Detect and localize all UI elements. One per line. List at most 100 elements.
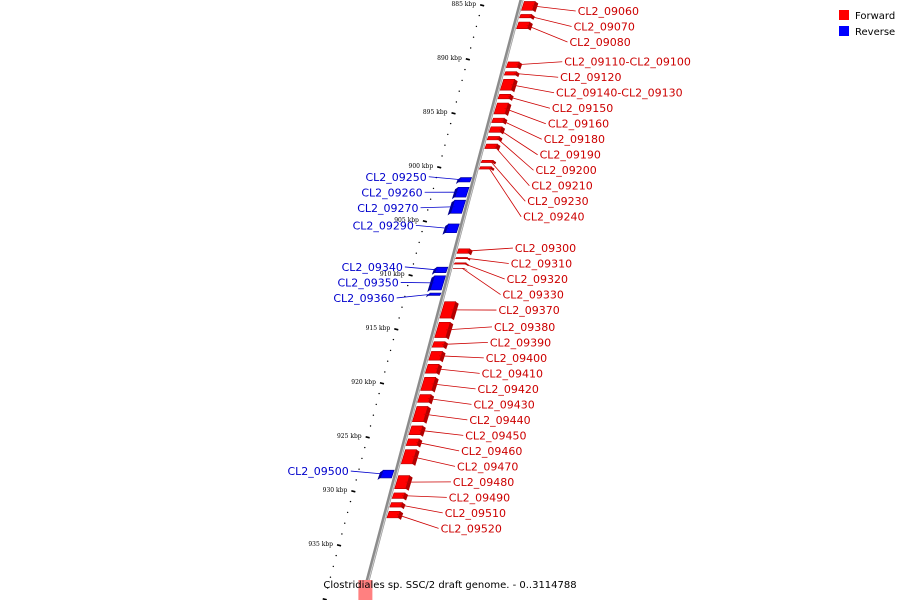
ruler-minor-tick	[344, 522, 346, 524]
gene-label[interactable]: CL2_09140-CL2_09130	[556, 87, 683, 100]
ruler-minor-tick	[472, 36, 475, 38]
gene-leader-line	[464, 257, 509, 264]
ruler-minor-tick	[332, 565, 335, 568]
ruler-minor-tick	[361, 457, 363, 460]
gene-label[interactable]: CL2_09450	[465, 429, 526, 442]
genome-caption: Clostridiales sp. SSC/2 draft genome. - …	[323, 580, 576, 591]
gene-label[interactable]: CL2_09500	[287, 465, 348, 478]
ruler-minor-tick	[375, 403, 377, 406]
gene-leader-line	[416, 441, 460, 452]
gene-leader-line	[462, 267, 501, 295]
backbone-line	[360, 0, 524, 600]
ruler-major-tick	[394, 328, 399, 331]
gene-label[interactable]: CL2_09330	[503, 289, 564, 302]
gene-leader-line	[396, 293, 432, 299]
gene-label[interactable]: CL2_09420	[478, 383, 539, 396]
ruler-minor-tick	[475, 25, 478, 28]
gene-leader-line	[463, 263, 505, 280]
gene-label[interactable]: CL2_09150	[552, 102, 613, 115]
ruler-minor-tick	[401, 306, 403, 308]
gene-label[interactable]: CL2_09490	[449, 491, 510, 504]
reverse-gene-shape	[451, 186, 470, 200]
ruler-minor-tick	[398, 317, 400, 319]
gene-label[interactable]: CL2_09250	[365, 171, 426, 184]
reverse-gene-shape	[442, 223, 460, 235]
gene-label[interactable]: CL2_09320	[507, 273, 568, 286]
ruler-minor-tick	[455, 101, 458, 103]
ruler-minor-tick	[349, 500, 352, 503]
legend-forward-swatch	[839, 10, 849, 20]
gene-label[interactable]: CL2_09480	[453, 476, 514, 489]
gene-leader-line	[496, 137, 534, 171]
gene-label[interactable]: CL2_09390	[490, 336, 551, 349]
gene-label[interactable]: CL2_09310	[511, 258, 572, 271]
legend-reverse-swatch	[839, 26, 849, 36]
ruler-minor-tick	[412, 263, 415, 265]
ruler-minor-tick	[378, 392, 380, 395]
gene-label[interactable]: CL2_09270	[357, 202, 418, 215]
ruler-major-tick	[451, 112, 456, 115]
gene-leader-line	[494, 146, 530, 187]
forward-gene-shape	[394, 475, 413, 491]
forward-gene-shape	[478, 166, 495, 172]
ruler-tick-label: 885 kbp	[451, 1, 476, 8]
ruler-minor-tick	[369, 425, 372, 427]
ruler-minor-tick	[346, 511, 349, 514]
gene-label[interactable]: CL2_09210	[531, 180, 592, 193]
gene-label[interactable]: CL2_09430	[473, 398, 534, 411]
gene-label[interactable]: CL2_09410	[482, 367, 543, 380]
forward-gene-shape	[491, 117, 508, 125]
forward-gene-shape	[439, 301, 459, 321]
gene-leader-line	[510, 84, 555, 94]
gene-label[interactable]: CL2_09070	[574, 21, 635, 34]
gene-label[interactable]: CL2_09460	[461, 445, 522, 458]
gene-label[interactable]: CL2_09440	[469, 414, 530, 427]
ruler-minor-tick	[386, 360, 389, 362]
forward-gene-shape	[408, 425, 426, 437]
gene-label[interactable]: CL2_09240	[523, 211, 584, 224]
ruler-tick-label: 925 kbp	[337, 433, 362, 440]
gene-label[interactable]: CL2_09190	[540, 149, 601, 162]
gene-leader-line	[431, 383, 476, 390]
gene-label[interactable]: CL2_09230	[527, 195, 588, 208]
gene-leader-line	[415, 224, 449, 229]
gene-label[interactable]: CL2_09160	[548, 118, 609, 131]
forward-gene-shape	[391, 492, 409, 501]
gene-label[interactable]: CL2_09110-CL2_09100	[564, 56, 691, 69]
forward-gene-shape	[493, 102, 512, 116]
gene-label[interactable]: CL2_09370	[498, 304, 559, 317]
ruler-minor-tick	[358, 468, 360, 470]
gene-label[interactable]: CL2_09400	[486, 352, 547, 365]
gene-label[interactable]: CL2_09290	[353, 219, 414, 232]
gene-label[interactable]: CL2_09300	[515, 242, 576, 255]
gene-label[interactable]: CL2_09060	[578, 5, 639, 18]
gene-leader-line	[404, 266, 438, 271]
gene-label[interactable]: CL2_09360	[333, 292, 394, 305]
gene-label[interactable]: CL2_09380	[494, 321, 555, 334]
gene-leader-line	[501, 119, 542, 140]
gene-label[interactable]: CL2_09520	[441, 522, 502, 535]
ruler-minor-tick	[449, 122, 452, 125]
gene-leader-line	[442, 341, 488, 345]
gene-label[interactable]: CL2_09510	[445, 507, 506, 520]
forward-gene-shape-partial	[358, 580, 373, 600]
gene-label[interactable]: CL2_09350	[337, 276, 398, 289]
ruler-minor-tick	[429, 198, 432, 200]
ruler-minor-tick	[427, 209, 429, 211]
ruler-tick-label: 900 kbp	[409, 163, 434, 170]
forward-gene-shape	[386, 510, 404, 520]
gene-label[interactable]: CL2_09080	[569, 36, 630, 49]
gene-label[interactable]: CL2_09200	[536, 164, 597, 177]
backbone-highlight	[362, 0, 523, 600]
gene-label[interactable]: CL2_09260	[361, 186, 422, 199]
forward-gene-shape	[488, 126, 506, 135]
ruler-tick-label: 910 kbp	[380, 271, 405, 278]
gene-label[interactable]: CL2_09120	[560, 71, 621, 84]
ruler-tick-label: 920 kbp	[351, 379, 376, 386]
gene-leader-line	[428, 176, 462, 181]
ruler-major-tick	[379, 382, 385, 385]
forward-gene-shape	[417, 394, 435, 405]
gene-label[interactable]: CL2_09470	[457, 460, 518, 473]
gene-label[interactable]: CL2_09180	[544, 133, 605, 146]
gene-label[interactable]: CL2_09340	[342, 261, 403, 274]
